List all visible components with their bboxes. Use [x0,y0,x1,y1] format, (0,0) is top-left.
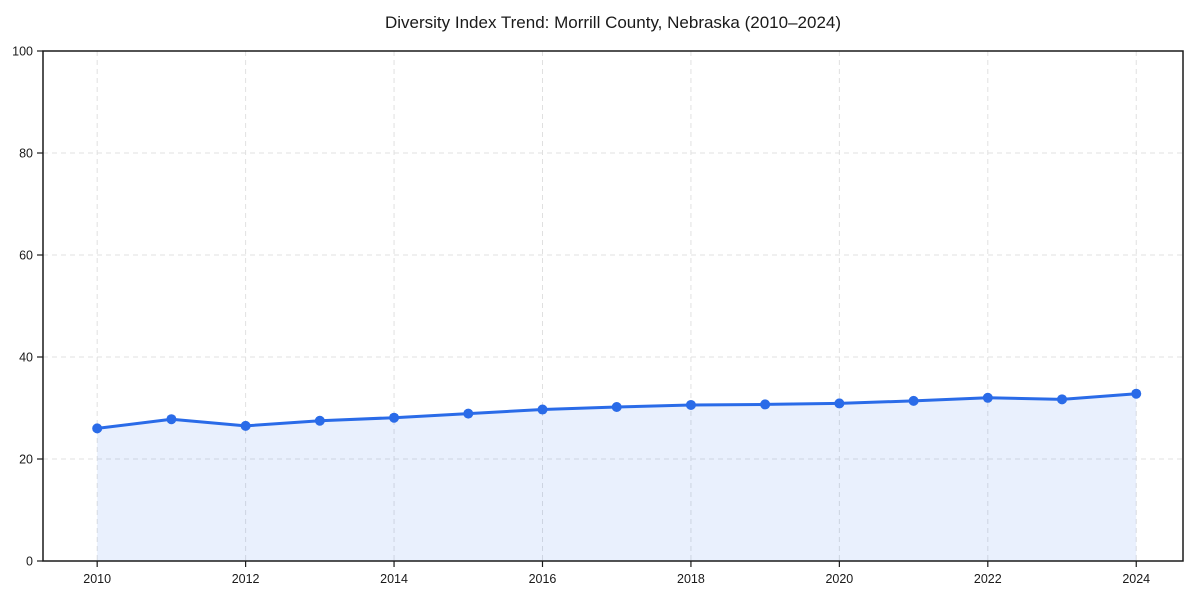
data-point [760,399,771,410]
data-point [1131,388,1142,399]
x-tick-label: 2012 [232,572,260,586]
data-point [463,408,474,419]
x-tick-label: 2024 [1122,572,1150,586]
data-point [611,401,622,412]
data-point [685,399,696,410]
y-tick-label: 0 [26,555,33,569]
data-point [92,423,103,434]
x-tick-label: 2014 [380,572,408,586]
area-fill [97,393,1137,561]
data-point [982,392,993,403]
x-tick-label: 2020 [825,572,853,586]
axis-ticks: 0 20 40 60 80 100 2010 2012 2014 2016 2018 2020 2022… [12,45,1150,587]
x-tick-label: 2010 [83,572,111,586]
data-point [389,412,400,423]
y-tick-label: 100 [12,45,33,59]
data-point [537,404,548,415]
chart-title: Diversity Index Trend: Morrill County, N… [384,13,842,32]
data-points [92,388,1142,434]
y-tick-label: 20 [19,453,33,467]
data-point [166,414,177,425]
y-tick-label: 60 [19,249,33,263]
y-tick-label: 80 [19,147,33,161]
x-tick-label: 2018 [677,572,705,586]
x-tick-label: 2016 [529,572,557,586]
y-tick-label: 40 [19,351,33,365]
data-point [240,420,251,431]
x-tick-label: 2022 [974,572,1002,586]
grid-lines [43,51,1183,561]
data-point [1057,394,1068,405]
data-point [314,415,325,426]
data-point [908,395,919,406]
data-point [834,398,845,409]
axis-spines [42,50,1184,562]
